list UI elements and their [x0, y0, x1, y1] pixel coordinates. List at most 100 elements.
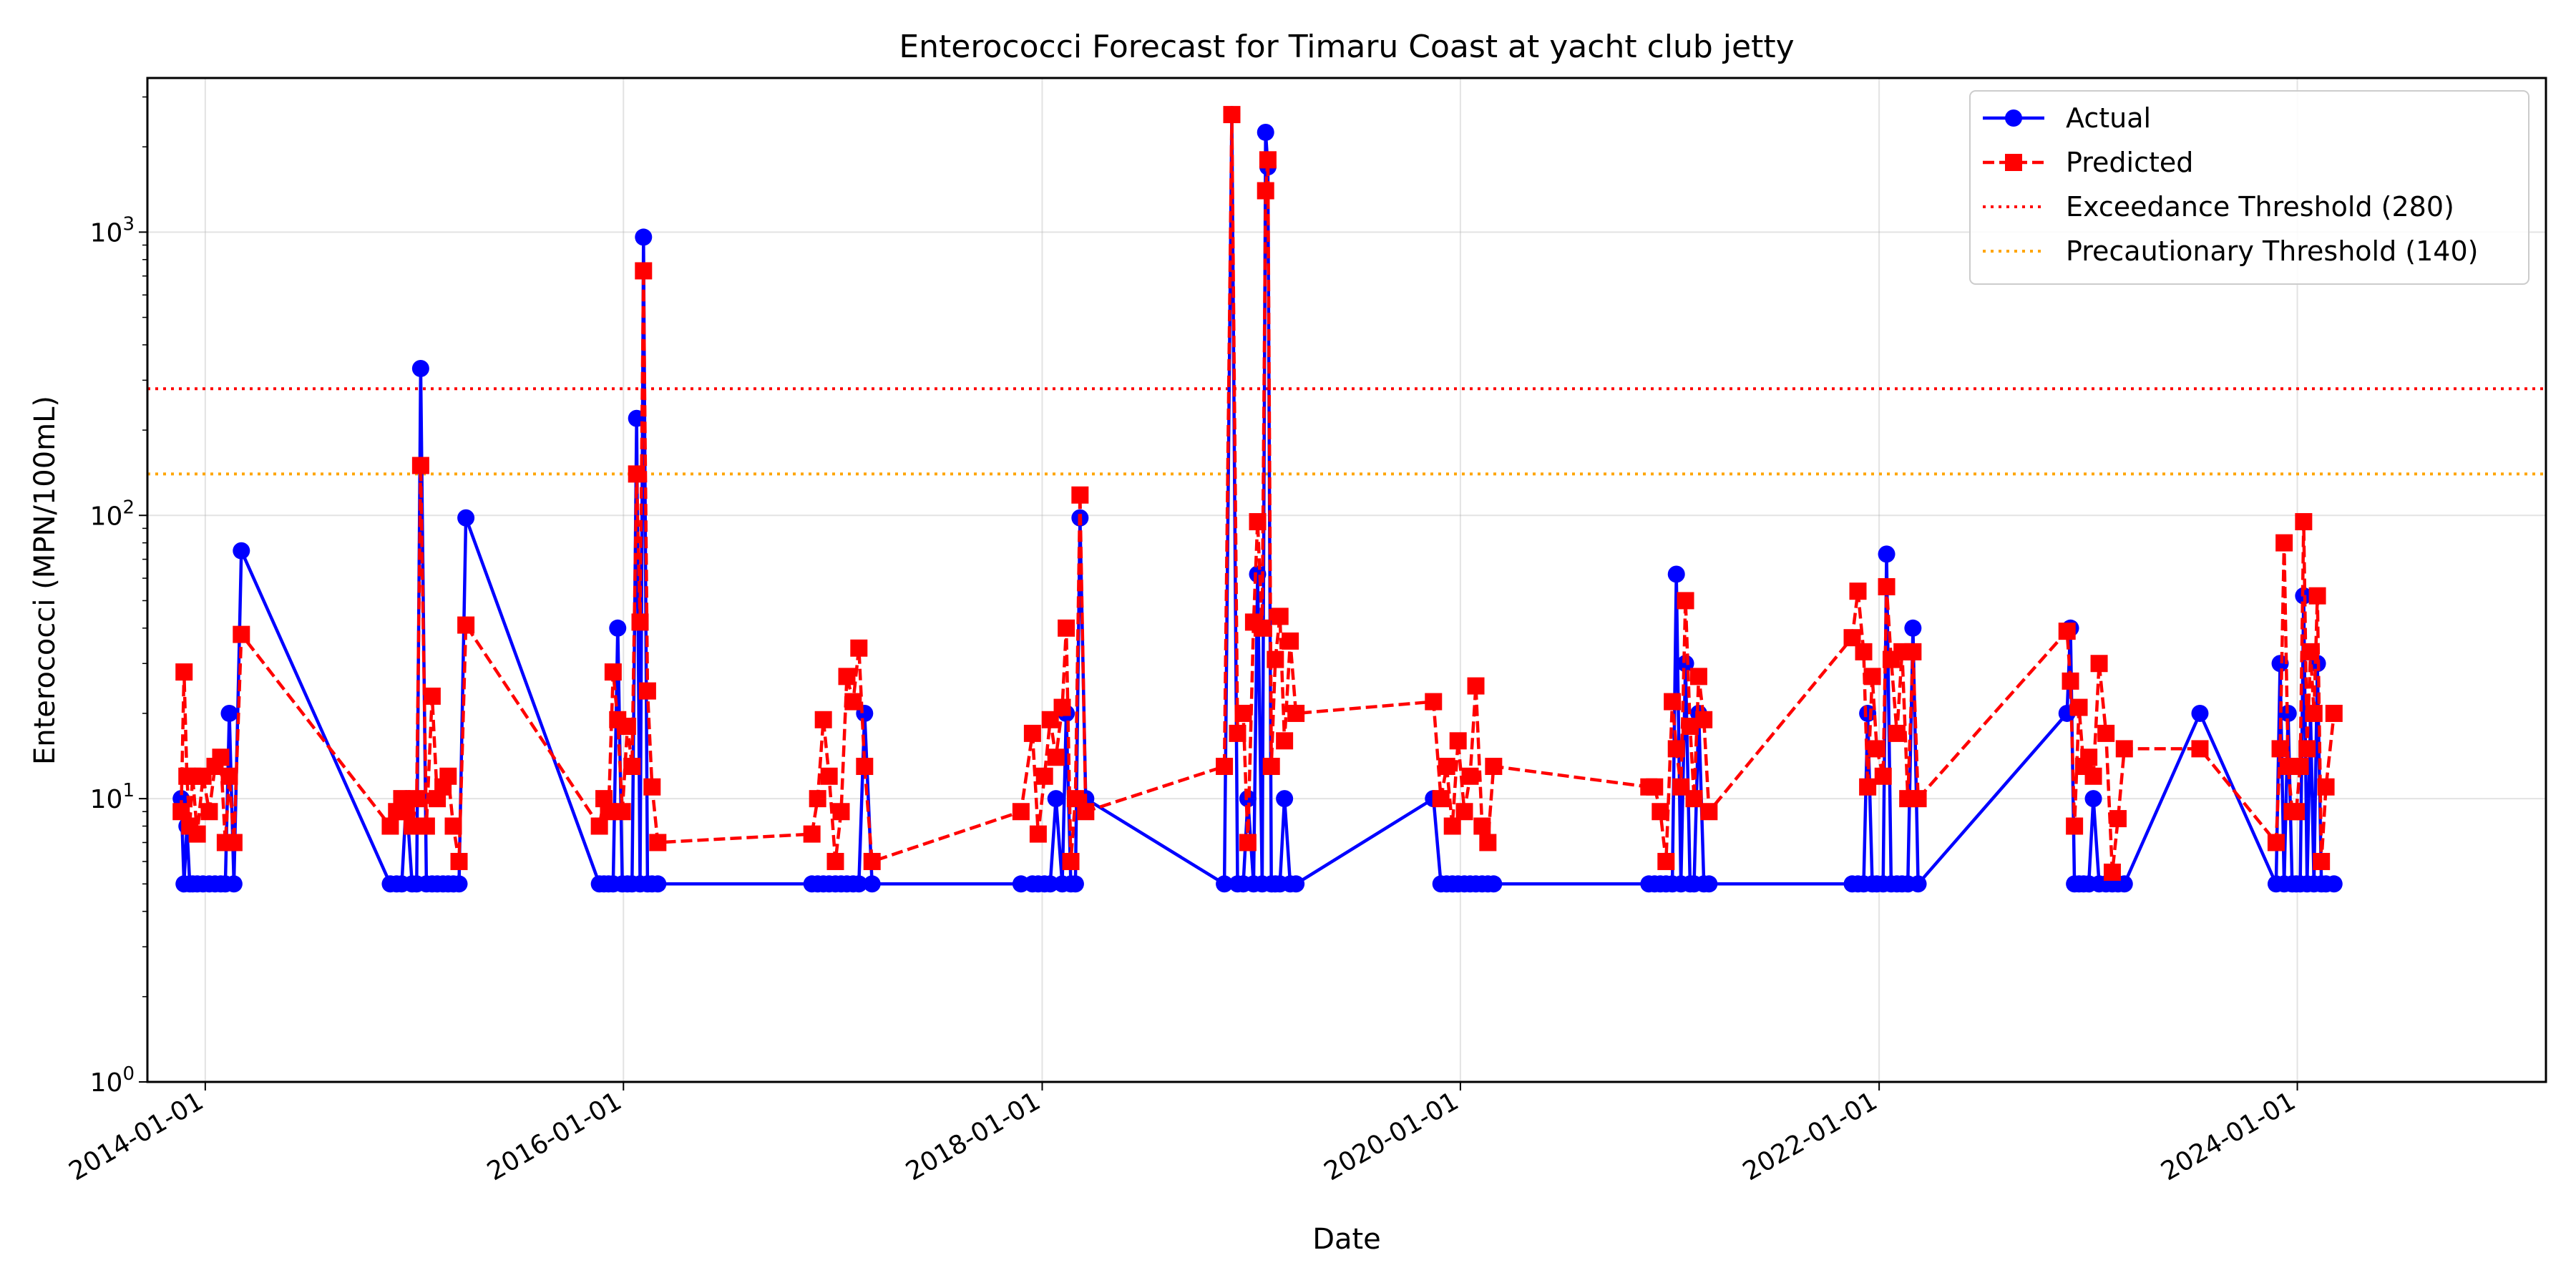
data-point	[2317, 778, 2335, 796]
data-point	[1077, 803, 1095, 821]
data-point	[609, 619, 627, 637]
data-point	[2325, 704, 2343, 722]
y-tick-label: 101	[90, 780, 135, 814]
data-point	[1035, 767, 1053, 785]
data-point	[1652, 803, 1669, 821]
data-point	[850, 875, 868, 893]
data-point	[2287, 803, 2305, 821]
data-point	[1874, 767, 1892, 785]
data-point	[856, 758, 874, 776]
legend-marker	[2005, 109, 2022, 127]
data-point	[803, 825, 821, 843]
data-point	[1849, 582, 1867, 600]
data-point	[809, 790, 826, 808]
data-point	[863, 852, 881, 870]
data-point	[2191, 704, 2209, 722]
data-point	[1689, 668, 1707, 686]
data-point	[1262, 758, 1280, 776]
data-point	[1695, 711, 1713, 728]
data-point	[172, 803, 190, 821]
data-point	[649, 834, 667, 852]
legend-label: Predicted	[2066, 147, 2193, 178]
data-point	[1700, 803, 1718, 821]
data-point	[2275, 534, 2293, 552]
data-point	[1276, 790, 1294, 808]
data-point	[450, 875, 468, 893]
data-point	[2115, 740, 2133, 758]
data-point	[2271, 740, 2289, 758]
data-point	[623, 758, 641, 776]
data-point	[1425, 693, 1443, 711]
data-point	[1485, 875, 1503, 893]
data-point	[1287, 704, 1305, 722]
data-point	[1677, 655, 1694, 673]
data-point	[411, 457, 429, 474]
data-point	[1859, 778, 1877, 796]
data-point	[635, 262, 653, 280]
data-point	[1479, 834, 1497, 852]
y-tick-label: 100	[90, 1063, 135, 1098]
data-point	[2109, 810, 2127, 828]
data-point	[1257, 182, 1274, 200]
data-point	[1058, 619, 1075, 637]
data-point	[2058, 623, 2076, 640]
data-point	[631, 613, 649, 631]
data-point	[1863, 668, 1881, 686]
data-point	[649, 875, 667, 893]
data-point	[1646, 778, 1664, 796]
data-point	[1449, 732, 1467, 750]
data-point	[2295, 513, 2313, 531]
data-point	[613, 803, 631, 821]
data-point	[2062, 672, 2079, 690]
data-point	[2066, 817, 2084, 835]
data-point	[1257, 123, 1274, 141]
data-point	[1888, 724, 1906, 742]
data-point	[1229, 724, 1246, 742]
data-point	[1485, 758, 1503, 776]
data-point	[233, 542, 250, 560]
data-point	[1443, 817, 1461, 835]
data-point	[1432, 790, 1450, 808]
data-point	[1681, 718, 1699, 736]
data-point	[2313, 852, 2331, 870]
data-point	[2267, 834, 2285, 852]
data-point	[457, 509, 475, 527]
data-point	[411, 359, 429, 377]
data-point	[1287, 875, 1305, 893]
data-point	[832, 803, 850, 821]
data-point	[1216, 875, 1234, 893]
legend-marker	[2005, 154, 2022, 171]
data-point	[1473, 817, 1491, 835]
plot-series	[172, 106, 2343, 893]
data-point	[220, 704, 238, 722]
data-point	[1223, 106, 1241, 124]
data-point	[2308, 587, 2326, 605]
data-point	[604, 663, 622, 681]
data-point	[2298, 740, 2316, 758]
data-point	[1664, 693, 1682, 711]
data-point	[1904, 643, 1922, 660]
data-point	[1267, 650, 1284, 668]
data-point	[2097, 724, 2115, 742]
data-point	[2080, 748, 2098, 766]
data-point	[1878, 545, 1896, 563]
data-point	[814, 711, 832, 728]
legend-label: Exceedance Threshold (280)	[2066, 191, 2454, 223]
data-point	[635, 228, 653, 246]
data-point	[1878, 577, 1896, 595]
data-point	[1234, 704, 1252, 722]
data-point	[850, 639, 868, 657]
data-point	[838, 668, 856, 686]
data-point	[220, 767, 238, 785]
data-point	[628, 465, 645, 483]
y-axis: 100 101 102 103	[90, 96, 147, 1098]
data-point	[1047, 748, 1065, 766]
data-point	[444, 817, 462, 835]
data-point	[408, 790, 426, 808]
data-point	[172, 790, 190, 808]
data-point	[2103, 863, 2121, 881]
data-point	[1461, 767, 1479, 785]
data-point	[1253, 619, 1271, 637]
data-point	[2090, 655, 2108, 673]
